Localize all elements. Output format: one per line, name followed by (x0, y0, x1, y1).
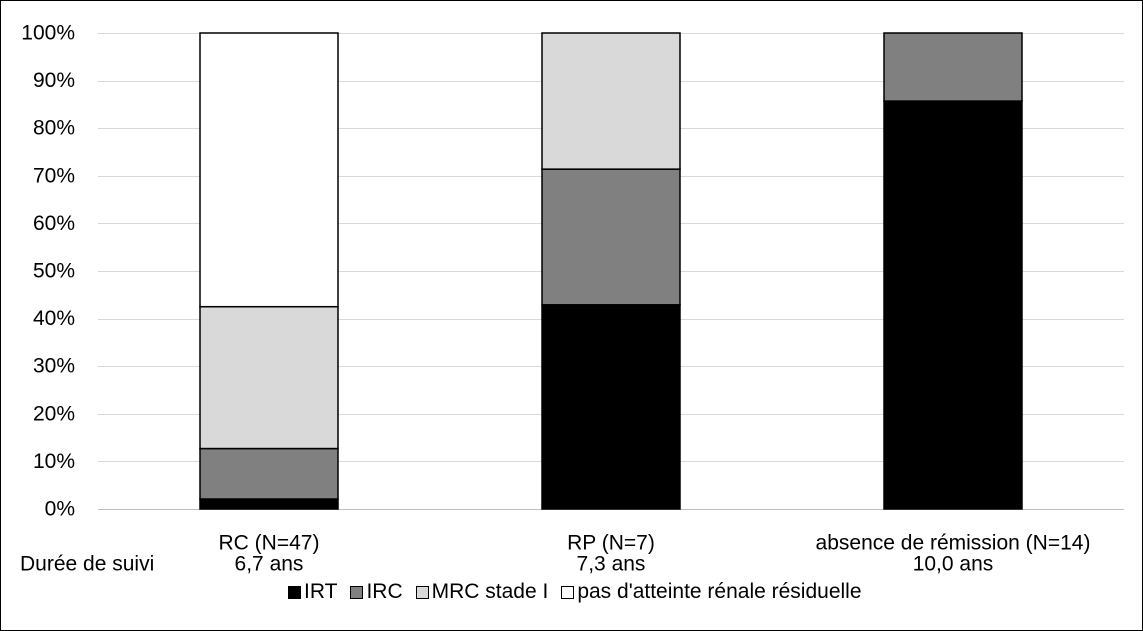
legend-swatch-pas-d-atteinte (561, 585, 575, 599)
legend-label-irc: IRC (366, 580, 403, 603)
x-category-label: RC (N=47) (219, 532, 320, 555)
bar-segment-series-1 (883, 32, 1023, 102)
bar-segment-series-0 (541, 304, 681, 510)
legend-label-pas-d-atteinte: pas d'atteinte rénale résiduelle (577, 580, 862, 603)
legend-label-irt: IRT (304, 580, 338, 603)
y-tick-label: 80% (33, 117, 75, 140)
legend-item-irt: IRT (288, 580, 337, 604)
y-tick-label: 100% (21, 22, 75, 45)
legend-item-pas-d-atteinte: pas d'atteinte rénale résiduelle (561, 580, 862, 604)
bar-segment-series-3 (199, 32, 339, 308)
x-category-label: RP (N=7) (567, 532, 655, 555)
x-axis-labels: RC (N=47)6,7 ans RP (N=7)7,3 ans absence d… (20, 532, 1090, 576)
legend-swatch-irc (350, 585, 364, 599)
bar-stack (199, 32, 339, 510)
legend-swatch-irt (288, 585, 301, 599)
bar-segment-series-0 (199, 498, 339, 510)
follow-up-row-title: Durée de suivi (20, 553, 154, 576)
bar-segment-series-1 (541, 168, 681, 306)
legend-label-mrc-stade-1: MRC stade I (431, 580, 549, 603)
y-tick-label: 70% (33, 164, 75, 187)
bar-stack (883, 32, 1023, 510)
bar-segment-series-2 (199, 305, 339, 450)
follow-up-duration-label: 6,7 ans (235, 553, 304, 576)
legend-swatch-mrc-stade-1 (415, 585, 429, 599)
y-axis: 0% 10% 20% 30% 40% 50% 60% 70% 80% 90% 100% (21, 22, 75, 521)
y-tick-label: 30% (33, 355, 75, 378)
bars (199, 32, 1023, 510)
legend-item-irc: IRC (350, 580, 403, 604)
y-tick-label: 10% (33, 450, 75, 473)
y-tick-label: 0% (45, 498, 75, 521)
legend: IRT IRC MRC stade I pas d'atteinte rénal… (288, 580, 875, 604)
y-tick-label: 40% (33, 307, 75, 330)
y-tick-label: 60% (33, 212, 75, 235)
x-category-label: absence de rémission (N=14) (816, 532, 1091, 555)
bar-segment-series-2 (541, 32, 681, 170)
y-tick-label: 90% (33, 69, 75, 92)
legend-item-mrc-stade-1: MRC stade I (415, 580, 549, 604)
y-tick-label: 50% (33, 260, 75, 283)
follow-up-duration-label: 10,0 ans (913, 553, 994, 576)
follow-up-duration-label: 7,3 ans (577, 553, 646, 576)
bar-stack (541, 32, 681, 510)
bar-segment-series-1 (199, 447, 339, 500)
y-tick-label: 20% (33, 402, 75, 425)
bar-segment-series-0 (883, 100, 1023, 510)
